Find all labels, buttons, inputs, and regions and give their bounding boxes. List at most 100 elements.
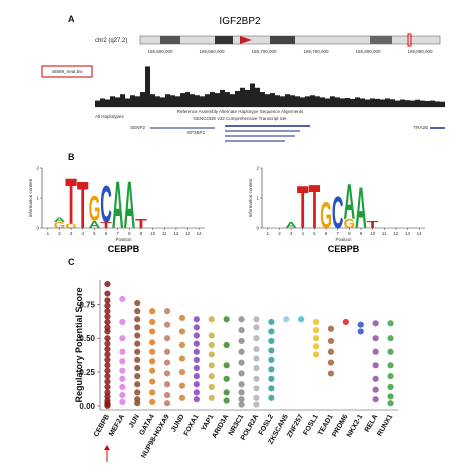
point xyxy=(357,328,364,335)
point xyxy=(104,351,111,358)
signal-bar xyxy=(345,98,350,107)
signal-bar xyxy=(135,96,140,107)
ideogram-band xyxy=(270,36,295,44)
signal-bar xyxy=(140,92,145,107)
signal-bar xyxy=(160,97,165,107)
signal-bar xyxy=(100,98,105,107)
point xyxy=(119,295,126,303)
signal-bar xyxy=(175,96,180,107)
point xyxy=(253,355,260,362)
point xyxy=(312,351,320,358)
point xyxy=(119,375,126,382)
logo-letter: A xyxy=(112,169,124,243)
point xyxy=(327,337,335,345)
logo-letter-group: T xyxy=(309,172,321,242)
x-tick-label: 7 xyxy=(116,231,119,236)
signal-bar xyxy=(250,83,255,107)
point xyxy=(163,400,171,407)
signal-bar xyxy=(215,93,220,107)
point xyxy=(134,332,141,339)
logo-letter: G xyxy=(54,220,66,230)
point xyxy=(149,348,156,355)
point xyxy=(119,348,126,355)
point xyxy=(163,392,171,399)
point xyxy=(223,362,230,369)
signal-bar xyxy=(355,97,360,107)
ideogram-band xyxy=(370,36,392,44)
point xyxy=(312,343,320,350)
signal-bar xyxy=(195,95,200,107)
point xyxy=(104,302,111,309)
signal-bar xyxy=(205,94,210,107)
point xyxy=(163,308,171,315)
signal-bar xyxy=(410,100,415,107)
logo-letter: T xyxy=(65,165,77,238)
point xyxy=(372,362,379,369)
point xyxy=(104,345,111,353)
signal-bar xyxy=(115,97,120,107)
x-tick-label: 3 xyxy=(290,231,293,236)
point xyxy=(163,381,171,388)
logo-letter: A xyxy=(54,216,66,223)
signal-bar xyxy=(280,96,285,107)
y-tick-label: 0.75 xyxy=(79,300,95,309)
x-tick-label: JUND xyxy=(170,414,186,434)
x-tick-label: 7 xyxy=(336,231,339,236)
point xyxy=(372,335,379,342)
point xyxy=(134,299,141,307)
point xyxy=(268,356,275,363)
point xyxy=(119,392,126,399)
point xyxy=(104,373,111,380)
coordinate-label: 185,800,000 xyxy=(355,49,381,54)
point xyxy=(238,316,245,323)
point xyxy=(387,335,394,342)
y-tick-label: 0.25 xyxy=(79,368,95,377)
point xyxy=(149,308,156,315)
panel-label: C xyxy=(68,257,75,267)
logo-letter: G xyxy=(89,188,101,228)
point xyxy=(104,402,111,410)
logo-letter: C xyxy=(100,176,112,234)
logo-letter-group: T xyxy=(100,220,112,230)
point xyxy=(193,348,200,355)
signal-bar xyxy=(255,87,260,107)
ideogram-band xyxy=(160,36,180,44)
logo-letter-group: G xyxy=(320,196,332,238)
logo-letter: T xyxy=(100,220,112,230)
panel-label: B xyxy=(68,152,75,162)
point xyxy=(104,297,111,304)
point xyxy=(208,383,215,391)
point xyxy=(342,318,349,326)
point xyxy=(149,328,156,335)
logo-letter: T xyxy=(367,219,380,230)
logo-letter: A xyxy=(124,169,136,243)
point xyxy=(238,389,245,396)
logo-letter: T xyxy=(297,175,309,242)
point xyxy=(149,378,156,385)
coordinate-label: 185,650,000 xyxy=(199,49,225,54)
logo-letter-group: A xyxy=(89,219,101,230)
x-axis-label: Position xyxy=(335,237,352,242)
signal-bar xyxy=(390,99,395,107)
signal-bar xyxy=(395,100,400,107)
x-tick-label: 12 xyxy=(173,231,179,236)
signal-bar xyxy=(275,95,280,107)
point xyxy=(253,324,260,331)
signal-bar xyxy=(285,94,290,107)
point xyxy=(387,320,394,327)
y-tick-label: 2 xyxy=(256,166,259,171)
point xyxy=(119,398,126,405)
point xyxy=(193,324,200,331)
point xyxy=(149,367,156,374)
logo-letter: C xyxy=(332,188,344,239)
point xyxy=(223,389,230,396)
x-tick-label: 9 xyxy=(140,231,143,236)
point xyxy=(104,378,111,385)
point xyxy=(223,316,230,323)
point xyxy=(178,341,186,349)
point xyxy=(193,396,200,403)
point xyxy=(104,362,111,369)
signal-bar xyxy=(125,98,130,107)
logo-letter-group: A xyxy=(344,173,356,230)
